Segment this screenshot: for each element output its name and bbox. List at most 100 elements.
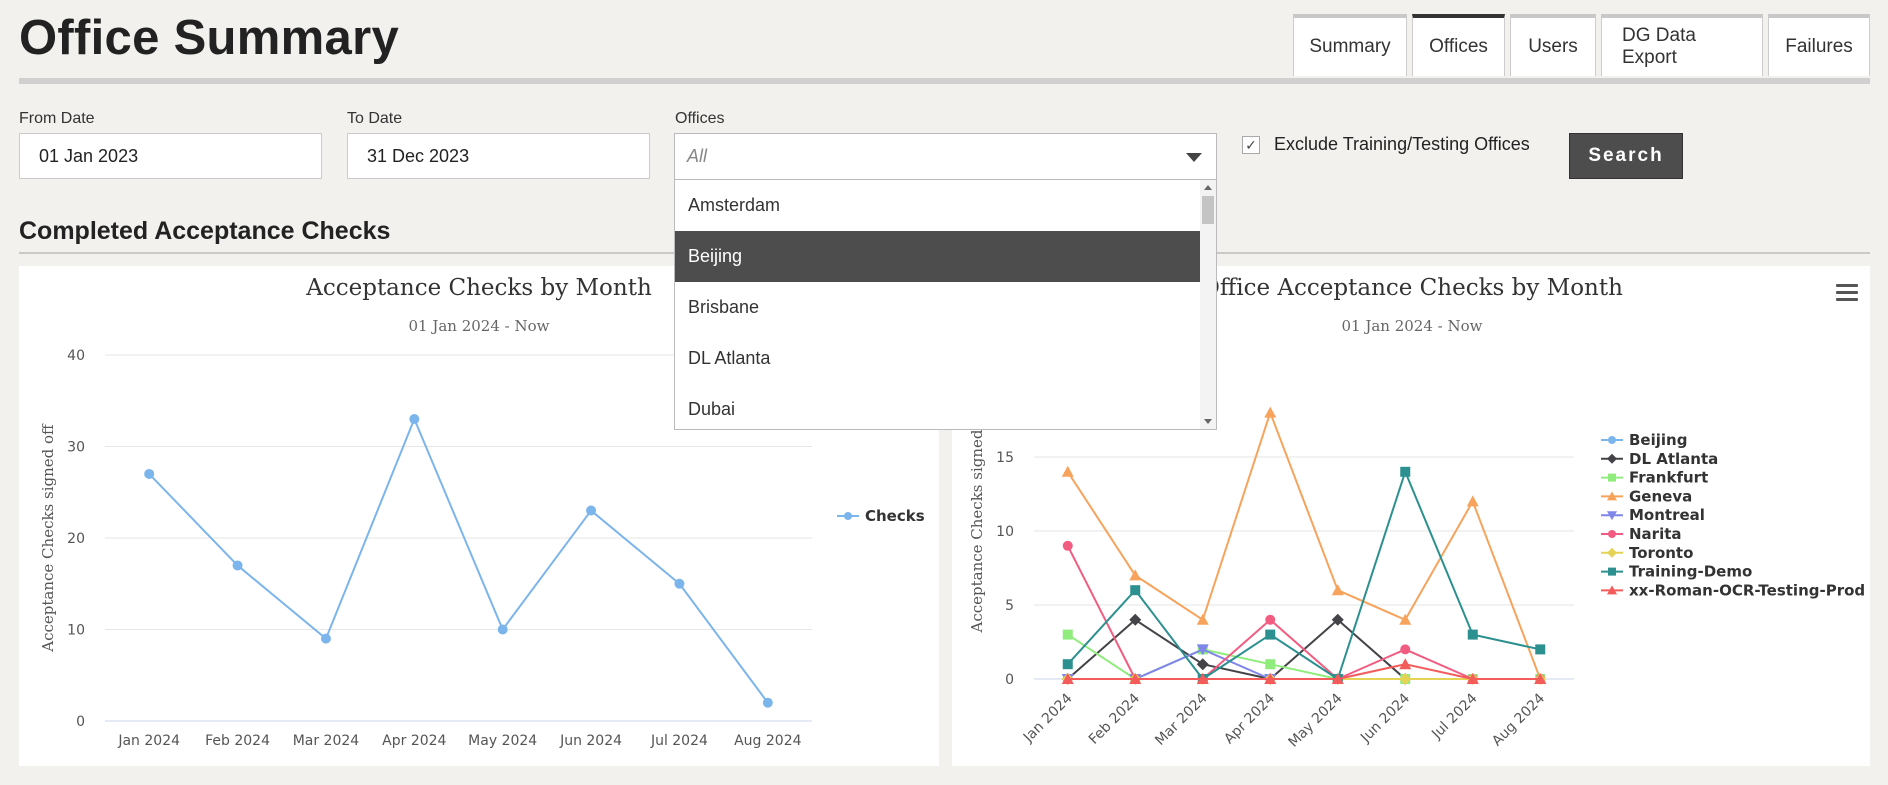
- legend-label-xx-roman-ocr-testing-prod: xx-Roman-OCR-Testing-Prod: [1629, 581, 1865, 599]
- from-date-input[interactable]: 01 Jan 2023: [19, 133, 322, 179]
- legend-label-training-demo: Training-Demo: [1629, 563, 1752, 581]
- data-point-checks: [320, 633, 331, 644]
- series-line-narita: [1066, 545, 1541, 680]
- data-point-frankfurt: [1265, 659, 1276, 670]
- dropdown-option-dubai[interactable]: Dubai: [688, 399, 736, 419]
- legend-label-frankfurt: Frankfurt: [1629, 469, 1708, 487]
- tab-dg-data-export[interactable]: DG Data Export: [1601, 14, 1763, 76]
- from-date-label: From Date: [19, 110, 95, 127]
- data-point-checks: [144, 468, 155, 479]
- data-point-geneva: [1264, 406, 1277, 418]
- x-tick-label: May 2024: [1285, 690, 1345, 750]
- legend-marker-narita: [1608, 530, 1616, 538]
- data-point-training-demo: [1467, 629, 1478, 640]
- scrollbar-thumb[interactable]: [1202, 196, 1214, 224]
- y-tick-label: 5: [1005, 598, 1014, 614]
- data-point-geneva: [1399, 613, 1412, 625]
- data-point-geneva: [1331, 584, 1344, 596]
- legend-marker-training-demo: [1608, 567, 1616, 576]
- tab-offices[interactable]: Offices: [1412, 14, 1505, 76]
- data-point-training-demo: [1062, 659, 1073, 670]
- chart-title: Office Acceptance Checks by Month: [1201, 275, 1623, 301]
- x-tick-label: Mar 2024: [1152, 690, 1210, 748]
- offices-select[interactable]: All: [674, 133, 1217, 180]
- data-point-checks: [586, 505, 597, 516]
- data-point-training-demo: [1130, 585, 1141, 596]
- series-line-checks: [148, 418, 769, 704]
- data-point-training-demo: [1535, 644, 1546, 655]
- to-date-input[interactable]: 31 Dec 2023: [347, 133, 650, 179]
- x-tick-label: Jun 2024: [1357, 690, 1413, 746]
- x-tick-label: Aug 2024: [734, 733, 802, 749]
- offices-select-placeholder: All: [687, 146, 708, 166]
- legend-label-beijing: Beijing: [1629, 431, 1687, 449]
- legend-label-geneva: Geneva: [1629, 487, 1692, 505]
- y-tick-label: 20: [67, 531, 85, 547]
- legend-marker-checks: [844, 512, 852, 520]
- x-tick-label: May 2024: [468, 733, 537, 749]
- dropdown-option-brisbane[interactable]: Brisbane: [688, 297, 760, 317]
- exclude-training-checkbox[interactable]: ✓: [1242, 136, 1260, 154]
- data-point-xx-roman-ocr-testing-prod: [1399, 658, 1412, 670]
- chevron-down-icon[interactable]: [1186, 153, 1202, 162]
- y-tick-label: 40: [67, 348, 85, 364]
- chart-title: Acceptance Checks by Month: [305, 275, 652, 301]
- y-axis-title: Acceptance Checks signed: [968, 429, 986, 633]
- tab-summary[interactable]: Summary: [1293, 14, 1407, 76]
- data-point-checks: [409, 414, 420, 425]
- y-tick-label: 0: [76, 714, 85, 730]
- dropdown-option-beijing[interactable]: Beijing: [675, 231, 1200, 282]
- chart-menu-icon[interactable]: [1836, 284, 1858, 302]
- series-line-training-demo: [1067, 470, 1541, 680]
- legend-label-dl-atlanta: DL Atlanta: [1629, 450, 1718, 468]
- to-date-label: To Date: [347, 110, 403, 127]
- series-line-dl-atlanta: [1067, 618, 1406, 680]
- data-point-geneva: [1196, 613, 1209, 625]
- y-tick-label: 30: [67, 440, 85, 456]
- title-divider: [19, 78, 1870, 84]
- data-point-xx-roman-ocr-testing-prod: [1466, 673, 1479, 684]
- nav-tabs: Summary Offices Users DG Data Export Fai…: [1293, 14, 1870, 76]
- data-point-montreal: [1196, 644, 1209, 656]
- series-line-xx-roman-ocr-testing-prod: [1067, 663, 1541, 680]
- data-point-narita: [1400, 644, 1411, 655]
- y-tick-label: 10: [996, 524, 1014, 540]
- data-point-narita: [1265, 614, 1276, 625]
- section-title: Completed Acceptance Checks: [19, 217, 391, 245]
- tab-users[interactable]: Users: [1510, 14, 1596, 76]
- data-point-checks: [674, 578, 685, 589]
- dropdown-scrollbar[interactable]: [1200, 180, 1216, 429]
- page-title: Office Summary: [19, 11, 400, 65]
- data-point-geneva: [1061, 465, 1074, 477]
- chart-office-checks-by-month: Office Acceptance Checks by Month 01 Jan …: [968, 275, 1865, 751]
- dropdown-option-amsterdam[interactable]: Amsterdam: [688, 195, 781, 215]
- legend-marker-xx-roman-ocr-testing-prod: [1607, 585, 1617, 595]
- data-point-narita: [1062, 540, 1073, 551]
- chart-checks-by-month: Acceptance Checks by Month 01 Jan 2024 - …: [39, 275, 925, 749]
- data-point-xx-roman-ocr-testing-prod: [1061, 673, 1074, 684]
- search-button[interactable]: Search: [1569, 133, 1683, 179]
- x-tick-label: Jan 2024: [1020, 690, 1076, 746]
- exclude-training-label[interactable]: Exclude Training/Testing Offices: [1274, 134, 1530, 154]
- data-point-checks: [232, 560, 243, 571]
- scroll-down-arrow-icon[interactable]: [1204, 419, 1212, 424]
- y-tick-label: 15: [996, 450, 1014, 466]
- scroll-up-arrow-icon[interactable]: [1204, 185, 1212, 190]
- x-tick-label: Mar 2024: [293, 733, 360, 749]
- legend-marker-geneva: [1607, 491, 1617, 501]
- data-point-dl-atlanta: [1129, 613, 1142, 626]
- data-point-frankfurt: [1062, 629, 1073, 640]
- data-point-xx-roman-ocr-testing-prod: [1196, 673, 1209, 684]
- chart-subtitle: 01 Jan 2024 - Now: [408, 317, 549, 335]
- legend-label-montreal: Montreal: [1629, 506, 1705, 524]
- data-point-checks: [762, 697, 773, 708]
- legend-marker-dl-atlanta: [1607, 453, 1617, 464]
- legend-label-narita: Narita: [1629, 525, 1682, 543]
- legend-label-checks: Checks: [865, 507, 925, 525]
- data-point-training-demo: [1400, 466, 1411, 477]
- data-point-xx-roman-ocr-testing-prod: [1129, 673, 1142, 684]
- data-point-training-demo: [1265, 629, 1276, 640]
- x-tick-label: Jul 2024: [650, 733, 708, 749]
- tab-failures[interactable]: Failures: [1768, 14, 1870, 76]
- dropdown-option-dl-atlanta[interactable]: DL Atlanta: [688, 348, 771, 368]
